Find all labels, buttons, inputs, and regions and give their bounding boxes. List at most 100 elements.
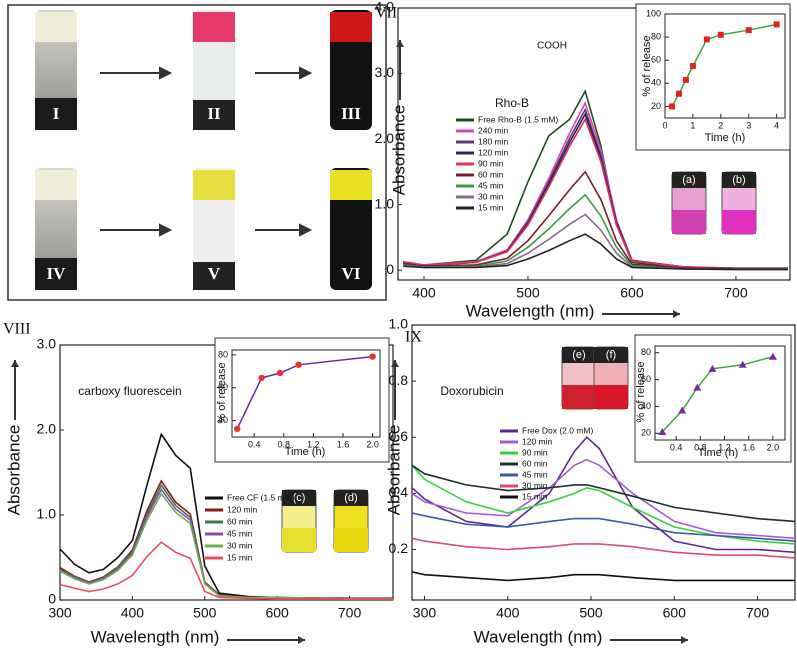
x-tick-label: 0.8 [278,439,291,449]
vial-liquid [282,528,316,552]
plot-frame [231,349,381,438]
x-tick-label: 3 [746,120,751,130]
molecule-label: carboxy fluorescein [78,384,181,398]
legend-label: 120 min [478,147,509,157]
axis-arrow-head [298,636,305,644]
y-tick-label: 40 [218,415,228,425]
marker [773,21,780,28]
photo-label: (a) [682,174,695,186]
plot-frame [411,324,796,601]
legend-label: 30 min [478,191,504,201]
marker [258,374,265,382]
y-tick-label: 0.4 [389,484,409,500]
marker [295,361,302,368]
photo-label: (f) [606,349,616,361]
x-tick-label: 400 [496,605,520,621]
vial-liquid [334,528,368,552]
vials [35,10,372,290]
vial-cap [282,490,316,506]
legend-label: 90 min [522,447,548,457]
x-tick-label: 700 [338,605,362,621]
series-line [411,537,796,559]
axis-arrow-head [391,360,399,367]
x-tick-label: 600 [663,605,687,621]
legend-label: 60 min [522,458,548,468]
vial-label: II [207,104,221,123]
legend-label: Free Rho-B (1.5 mM) [478,114,558,124]
y-tick-label: 0 [386,261,394,277]
y-tick-label: 40 [641,401,651,411]
x-tick-label: 500 [516,285,540,301]
y-axis-title: % of release [216,362,228,423]
legend-label: 30 min [522,480,548,490]
vial-label: I [53,104,60,123]
x-tick-label: 2.0 [767,442,780,452]
y-tick-label: 1.0 [389,316,409,332]
marker [369,353,376,360]
legend-label: 15 min [227,552,253,562]
molecule-label: Rho-B [495,96,529,110]
axis-arrow-head [396,40,404,47]
panel-label: IX [405,329,422,346]
marker [738,360,747,368]
vial-cap [594,347,628,363]
legend-label: 120 min [522,436,553,446]
marker [233,425,241,432]
x-tick-label: 500 [579,605,603,621]
y-tick-label: 2.0 [375,130,395,146]
y-tick-label: 3.0 [37,336,57,352]
y-tick-label: 20 [651,101,661,111]
vial-liquid [594,385,628,409]
y-axis-title: % of release [635,361,647,422]
series-line [411,464,796,545]
series-line [403,117,788,270]
marker [682,76,689,83]
series-line [661,355,774,433]
legend-label: 60 min [227,516,253,526]
y-tick-label: 0 [48,591,56,607]
x-axis-title: Wavelength (nm) [91,627,220,646]
x-axis-title: Time (h) [698,447,739,459]
y-tick-label: 0.8 [389,372,409,388]
vial-label: III [341,104,361,123]
legend-label: 45 min [522,469,548,479]
x-tick-label: 400 [121,605,145,621]
series-line [403,233,788,271]
legend-label: 45 min [227,528,253,538]
vial-label: IV [47,264,67,283]
x-tick-label: 0.4 [670,442,683,452]
y-tick-label: 60 [641,374,651,384]
marker [717,31,724,38]
legend-label: 180 min [478,136,509,146]
marker [689,63,696,69]
inset-box [214,337,390,463]
x-tick-label: 4 [774,120,779,130]
y-tick-label: 1.0 [37,506,57,522]
y-axis-title: % of release [641,35,653,96]
x-axis-title: Time (h) [705,132,746,144]
y-axis-title: Absorbance [4,425,23,516]
x-tick-label: 1.2 [718,442,731,452]
marker [708,364,717,372]
legend-label: 15 min [478,202,504,212]
panel-label: VIII [3,321,31,338]
x-tick-label: 1 [690,120,695,130]
marker [675,90,682,97]
structure-label: COOH [537,41,567,52]
photo-label: (b) [732,174,745,186]
marker [668,103,675,110]
y-tick-label: 60 [651,55,661,65]
y-tick-label: 20 [641,428,651,438]
x-axis-title: Wavelength (nm) [466,301,595,320]
vial-cap [722,172,756,188]
y-tick-label: 80 [651,31,661,41]
y-axis-title: Absorbance [384,425,403,516]
x-tick-label: 600 [265,605,289,621]
y-axis-title: Absorbance [389,105,408,196]
vial-cap [672,172,706,188]
marker [745,27,752,34]
x-tick-label: 1.6 [742,442,755,452]
legend-label: 30 min [227,540,253,550]
y-tick-label: 40 [651,78,661,88]
plot-frame [664,13,786,119]
